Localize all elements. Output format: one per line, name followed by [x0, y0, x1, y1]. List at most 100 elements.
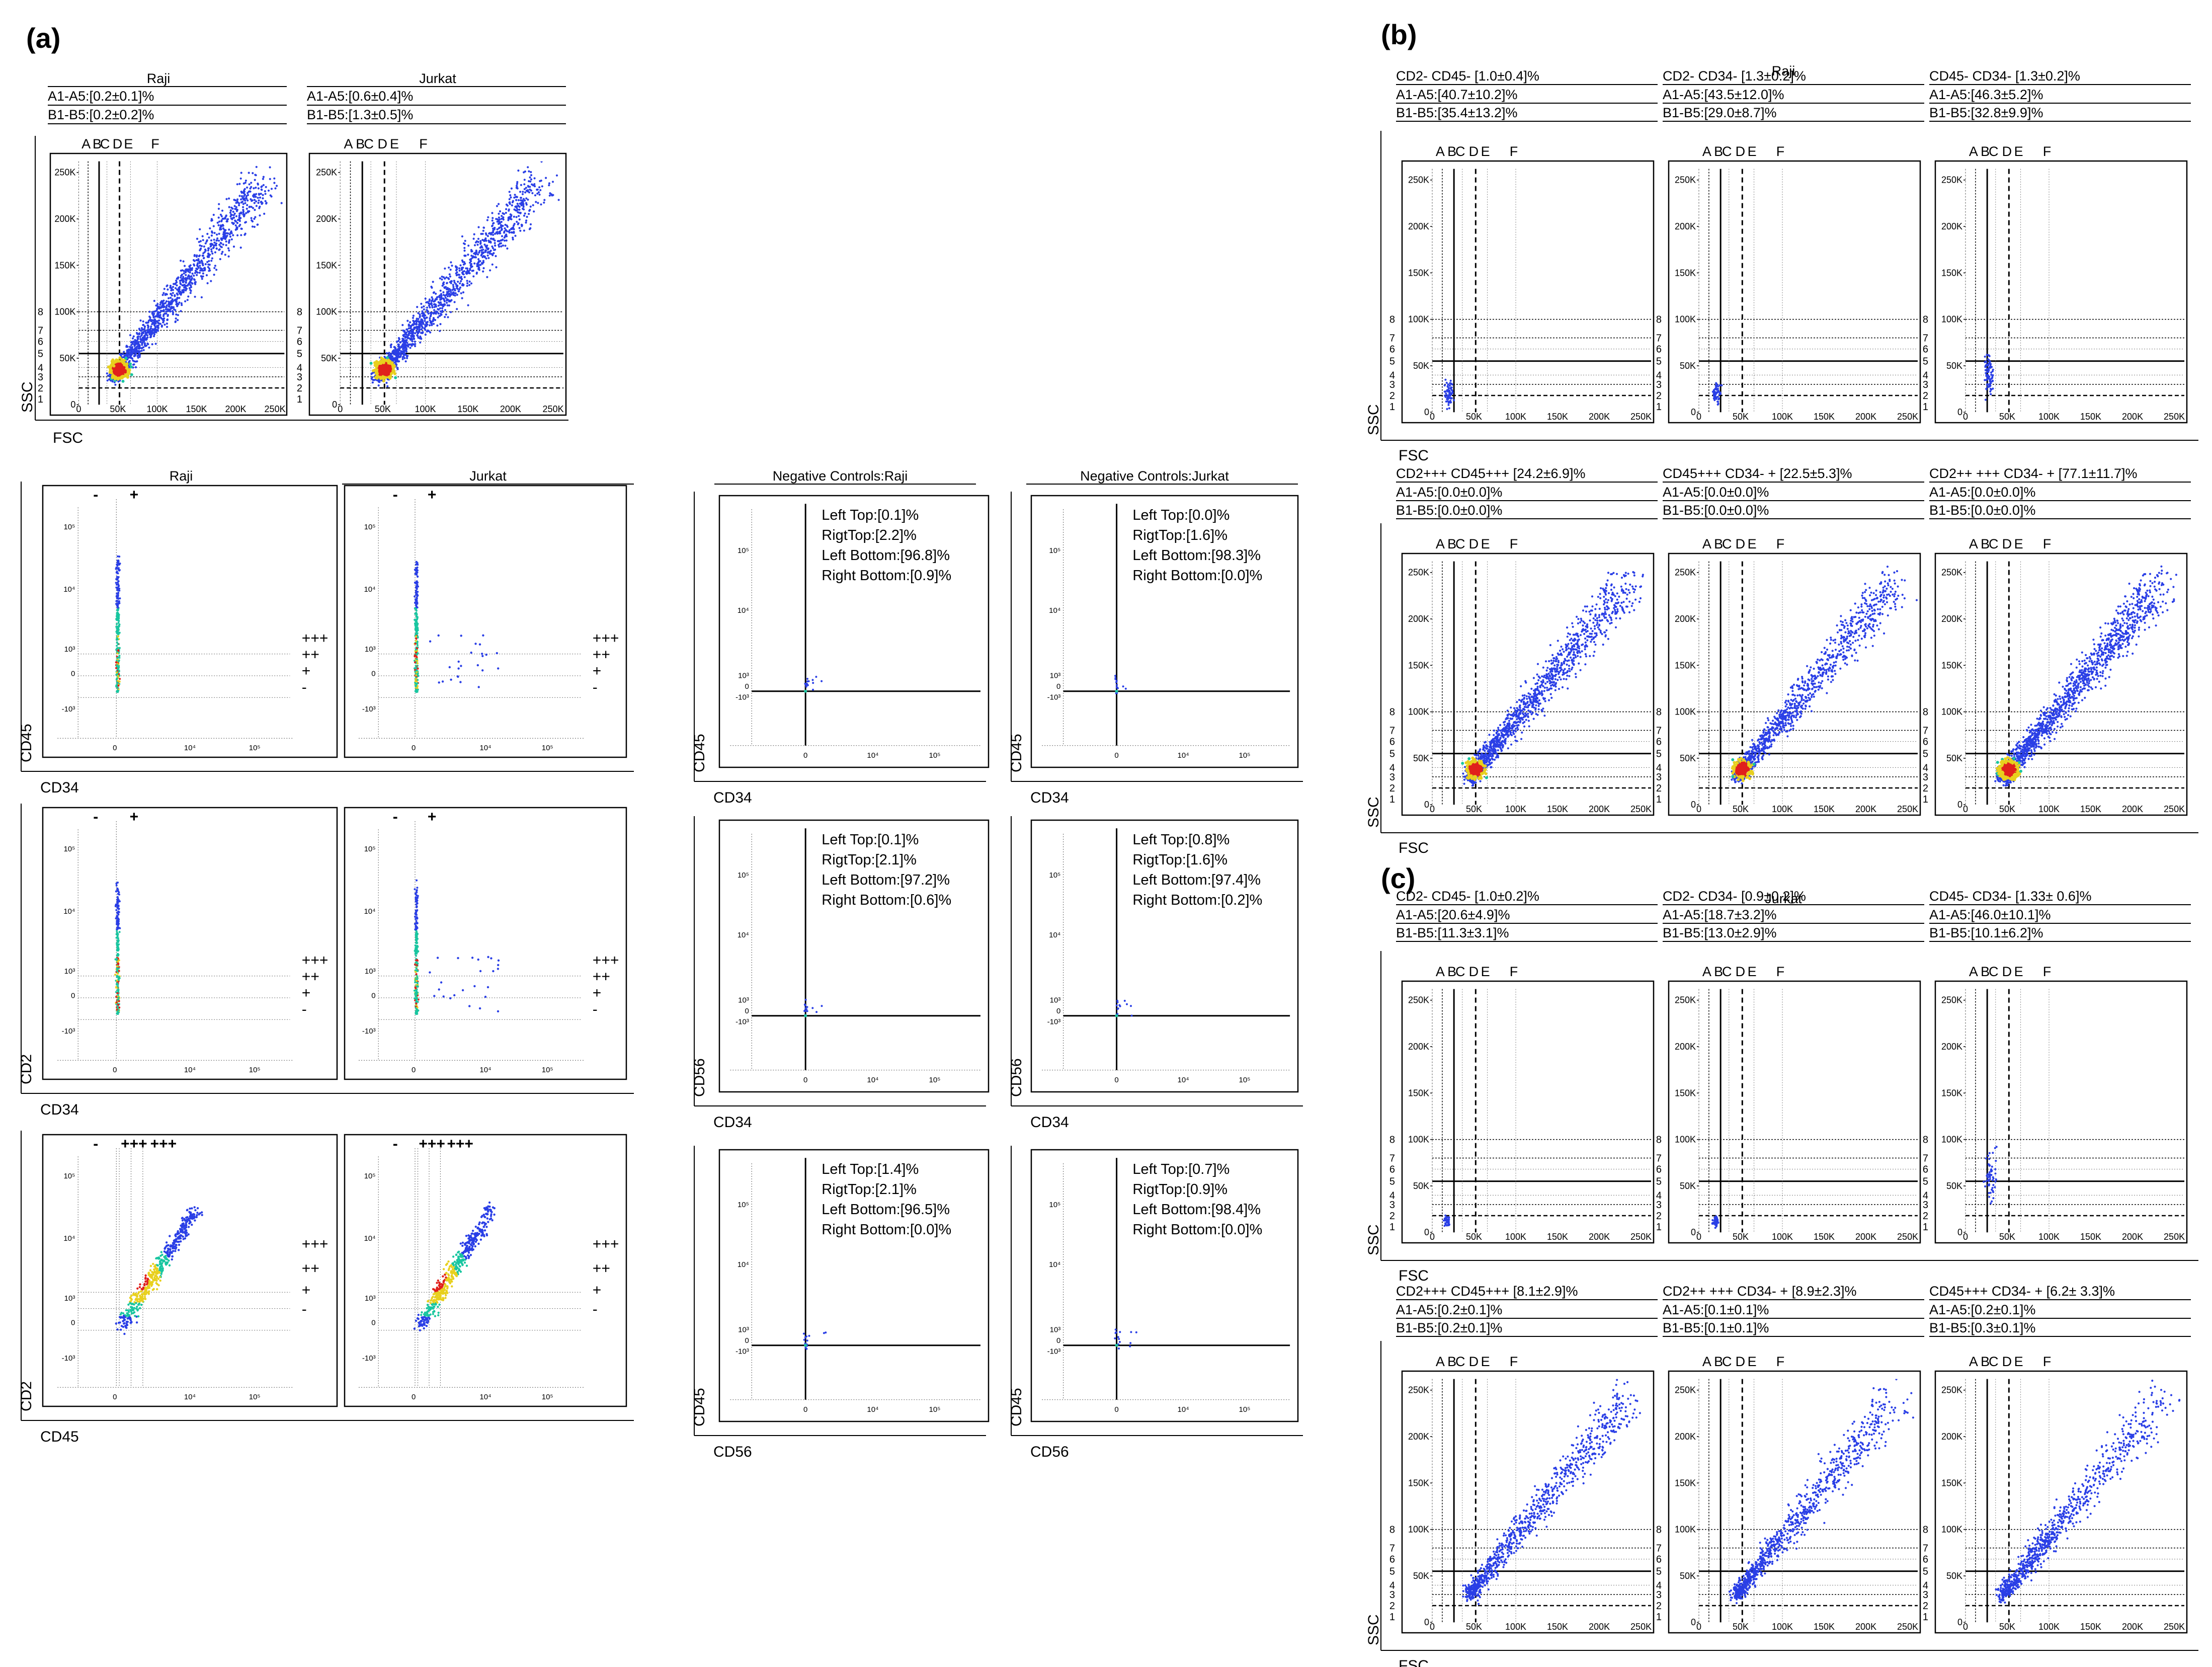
dense-dot [394, 376, 397, 379]
event-dot [200, 269, 203, 272]
event-dot [413, 321, 416, 323]
event-dot [158, 319, 160, 322]
event-dot [500, 245, 503, 248]
event-dot [138, 332, 141, 335]
event-dot [397, 344, 400, 346]
event-dot [261, 202, 264, 204]
event-dot [455, 269, 458, 272]
event-dot [510, 187, 513, 190]
dense-dot [383, 371, 387, 375]
event-dot [470, 651, 472, 654]
event-dot [385, 381, 388, 384]
event-dot [416, 644, 419, 647]
event-dot [429, 319, 431, 322]
event-dot [174, 321, 177, 324]
event-dot [415, 561, 418, 563]
event-dot [529, 180, 532, 183]
event-dot [505, 211, 507, 214]
event-dot [170, 292, 172, 295]
event-dot [172, 313, 174, 315]
event-dot [455, 285, 458, 287]
event-dot [184, 277, 187, 279]
event-dot [125, 346, 128, 348]
event-dot [519, 229, 522, 232]
event-dot [232, 246, 235, 248]
event-dot [230, 214, 233, 216]
event-dot [179, 286, 181, 288]
event-dot [116, 890, 119, 892]
event-dot [435, 292, 437, 295]
event-dot [477, 253, 479, 256]
event-dot [417, 636, 419, 638]
event-dot [179, 282, 182, 284]
event-dot [531, 183, 533, 186]
event-dot [172, 289, 175, 291]
event-dot [115, 586, 118, 589]
event-dot [118, 623, 121, 626]
event-dot [473, 233, 475, 235]
event-dot [417, 667, 419, 670]
event-dot [539, 189, 542, 191]
event-dot [529, 186, 531, 188]
gate-mark: - [393, 487, 398, 503]
event-dot [194, 272, 196, 274]
y-tick-label: 10³ [365, 645, 376, 654]
event-dot [224, 229, 227, 231]
event-dot [166, 285, 168, 287]
event-dot [140, 327, 143, 330]
event-dot [216, 233, 218, 236]
event-dot [153, 330, 155, 332]
event-dot [416, 647, 418, 650]
event-dot [259, 196, 262, 199]
event-dot [117, 690, 119, 692]
event-dot [214, 244, 216, 247]
event-dot [217, 224, 220, 226]
event-dot [427, 312, 430, 315]
event-dot [466, 282, 469, 285]
event-dot [259, 214, 261, 217]
y-tick-label: 200K [54, 214, 75, 224]
event-dot [257, 202, 260, 204]
dense-dot [379, 365, 382, 368]
event-dot [430, 285, 433, 288]
event-dot [473, 262, 476, 265]
event-dot [116, 982, 118, 985]
event-dot [228, 249, 230, 252]
event-dot [211, 230, 213, 233]
event-dot [419, 326, 421, 329]
event-dot [389, 353, 391, 355]
event-dot [183, 272, 185, 275]
event-dot [531, 192, 534, 194]
event-dot [423, 312, 425, 314]
event-dot [497, 222, 500, 225]
event-dot [478, 269, 481, 271]
event-dot [503, 213, 506, 215]
event-dot [420, 302, 423, 305]
event-dot [260, 193, 262, 195]
event-dot [106, 379, 109, 382]
event-dot [253, 217, 256, 220]
event-dot [240, 195, 243, 197]
event-dot [515, 199, 518, 201]
event-dot [406, 355, 409, 357]
x-tick-label: 100K [146, 404, 168, 414]
event-dot [461, 283, 464, 285]
event-dot [533, 183, 536, 186]
event-dot [116, 972, 119, 975]
event-dot [401, 358, 404, 360]
event-dot [156, 303, 159, 305]
event-dot [452, 286, 455, 288]
event-dot [185, 274, 187, 276]
event-dot [415, 640, 417, 642]
event-dot [115, 649, 118, 651]
gate-stat-b: B1-B5:[1.3±0.5]% [307, 107, 413, 122]
event-dot [191, 282, 194, 285]
event-dot [169, 310, 172, 313]
event-dot [151, 311, 154, 314]
event-dot [215, 242, 218, 245]
event-dot [417, 675, 420, 677]
event-dot [139, 341, 142, 343]
event-dot [255, 186, 257, 189]
event-dot [116, 592, 118, 595]
event-dot [211, 219, 213, 221]
